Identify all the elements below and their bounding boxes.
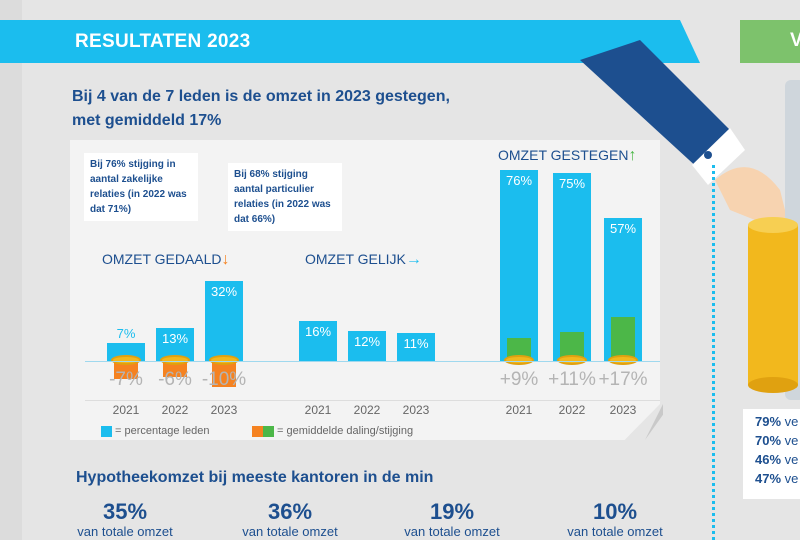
increase-bar <box>611 316 635 361</box>
decline-bar <box>212 361 236 387</box>
legend-swatch-blue <box>101 426 112 438</box>
stat-line: 46% ve <box>755 452 798 468</box>
hand-coins-illustration <box>580 40 800 400</box>
stat-line: 79% ve <box>755 414 798 430</box>
stat-percentage: 70% <box>755 433 782 448</box>
omzet-percentage: 19% <box>429 499 475 524</box>
legend-change: = gemiddelde daling/stijging <box>252 425 413 438</box>
member-bar: 12% <box>348 330 386 361</box>
year-label: 2023 <box>402 403 430 417</box>
stat-text: ve <box>784 452 799 467</box>
coin-icon <box>504 355 534 365</box>
change-label: -7% <box>109 369 143 390</box>
member-bar: 75% <box>553 172 591 361</box>
coin-icon <box>209 355 239 365</box>
year-label: 2022 <box>558 403 586 417</box>
banner-title: RESULTATEN 2023 <box>75 31 251 52</box>
group-title-text: OMZET GEDAALD <box>102 251 222 267</box>
omzet-subtitle: van totale omzet <box>77 524 173 539</box>
baseline <box>85 361 660 362</box>
arrow-icon: ↑ <box>628 147 637 164</box>
group-title-text: OMZET GESTEGEN <box>498 147 629 163</box>
heading-line-2: met gemiddeld 17% <box>72 112 222 129</box>
omzet-percentage: 10% <box>592 499 638 524</box>
dotted-divider <box>712 165 715 540</box>
omzet-percentage: 35% <box>102 499 148 524</box>
year-label: 2022 <box>161 403 189 417</box>
legend-swatch-green <box>263 426 274 438</box>
stats-box <box>743 409 800 499</box>
cuff <box>692 128 745 185</box>
stat-text: ve <box>784 471 799 486</box>
year-label: 2021 <box>112 403 140 417</box>
coin-icon <box>160 355 190 365</box>
year-label: 2021 <box>505 403 533 417</box>
stat-text: ve <box>784 433 799 448</box>
legend-label: = gemiddelde daling/stijging <box>277 425 414 437</box>
stat-line: 47% ve <box>755 471 798 487</box>
title-banner <box>0 20 700 63</box>
stat-percentage: 46% <box>755 452 782 467</box>
section2-title: Hypotheekomzet bij meeste kantoren in de… <box>76 469 434 486</box>
arrow-icon: ↓ <box>221 251 230 268</box>
decline-bar <box>163 361 187 377</box>
coin-icon <box>608 355 638 365</box>
hand <box>715 167 790 234</box>
bar-value-label: 7% <box>116 326 136 342</box>
cufflink <box>704 151 712 159</box>
legend-label: = percentage leden <box>115 425 210 437</box>
year-label: 2022 <box>353 403 381 417</box>
omzet-subtitle: van totale omzet <box>242 524 338 539</box>
heading-line-1: Bij 4 van de 7 leden is de omzet in 2023… <box>72 88 450 105</box>
year-label: 2023 <box>210 403 238 417</box>
group-title: OMZET GESTEGEN↑ <box>498 146 636 165</box>
legend-swatch-orange <box>252 426 263 438</box>
stat-percentage: 79% <box>755 414 782 429</box>
change-label: +11% <box>548 369 596 390</box>
stat-percentage: 47% <box>755 471 782 486</box>
omzet-percentage: 36% <box>267 499 313 524</box>
coin-stack <box>748 217 798 393</box>
year-label: 2021 <box>304 403 332 417</box>
stat-line: 70% ve <box>755 433 798 449</box>
decline-bar <box>114 361 138 380</box>
omzet-subtitle: van totale omzet <box>567 524 663 539</box>
separator <box>85 400 660 401</box>
member-bar: 16% <box>299 320 337 361</box>
member-bar: 11% <box>397 333 435 361</box>
change-label: +17% <box>598 369 648 390</box>
year-label: 2023 <box>609 403 637 417</box>
group-title: OMZET GELIJK→ <box>305 250 422 269</box>
bubble-private: Bij 68% stijging aantal particulier rela… <box>228 163 342 231</box>
group-title: OMZET GEDAALD↓ <box>102 250 230 269</box>
omzet-subtitle: van totale omzet <box>404 524 500 539</box>
member-bar: 32% <box>205 280 243 361</box>
left-strip <box>0 0 22 540</box>
member-bar: 76% <box>500 170 538 361</box>
right-tab: V <box>740 20 800 63</box>
change-label: -6% <box>158 369 192 390</box>
bubble-business: Bij 76% stijging in aantal zakelijke rel… <box>84 153 198 221</box>
legend-members: = percentage leden <box>101 425 210 438</box>
stat-text: ve <box>784 414 799 429</box>
arrow-icon: → <box>405 251 422 268</box>
sleeve <box>580 40 730 170</box>
change-label: -10% <box>201 369 247 390</box>
group-title-text: OMZET GELIJK <box>305 251 406 267</box>
coin-icon <box>557 355 587 365</box>
change-label: +9% <box>499 369 539 390</box>
coin-icon <box>111 355 141 365</box>
